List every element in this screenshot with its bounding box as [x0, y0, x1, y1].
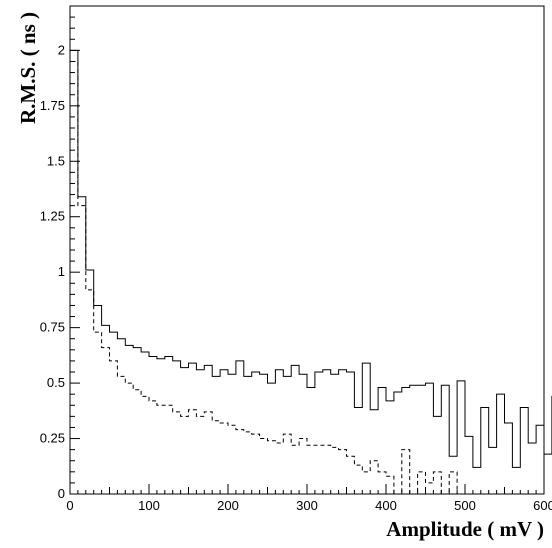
- dashed-bin: [165, 405, 173, 494]
- dashed-bin: [133, 390, 141, 494]
- dashed-bin: [220, 423, 228, 494]
- dashed-bin: [117, 376, 125, 494]
- solid-bin: [505, 423, 513, 494]
- solid-bin: [473, 467, 481, 494]
- dashed-bin: [86, 290, 94, 494]
- dashed-bin: [433, 472, 441, 494]
- dashed-bin: [173, 412, 181, 494]
- dashed-bin: [110, 361, 118, 494]
- dashed-bin: [102, 348, 110, 494]
- dashed-bin: [228, 425, 236, 494]
- dashed-bin: [149, 401, 157, 494]
- dashed-bin: [418, 472, 426, 494]
- y-tick-label: 2: [58, 42, 65, 57]
- dashed-bin: [339, 450, 347, 494]
- solid-bin: [536, 425, 544, 494]
- x-tick-label: 600: [533, 498, 552, 513]
- dashed-bin: [402, 450, 410, 494]
- solid-bin: [528, 443, 536, 494]
- y-axis-label: R.M.S. ( ns ): [16, 12, 40, 124]
- x-tick-label: 400: [375, 498, 397, 513]
- solid-bin: [497, 394, 505, 494]
- dashed-bin: [378, 472, 386, 494]
- dashed-bin: [244, 432, 252, 494]
- dashed-bin: [260, 439, 268, 494]
- dashed-bin: [204, 412, 212, 494]
- dashed-bin: [125, 383, 133, 494]
- x-tick-label: 300: [296, 498, 318, 513]
- dashed-bin: [94, 332, 102, 494]
- y-tick-label: 0.75: [40, 320, 65, 335]
- dashed-bin: [331, 447, 339, 494]
- y-tick-label: 1.25: [40, 209, 65, 224]
- y-tick-label: 0.5: [47, 375, 65, 390]
- dashed-bin: [70, 61, 78, 494]
- series-dashed-histogram: [69, 60, 544, 495]
- solid-bin: [465, 436, 473, 494]
- dashed-bin: [275, 443, 283, 494]
- solid-bin: [441, 385, 449, 494]
- y-tick-label: 1: [58, 264, 65, 279]
- dashed-bin: [196, 416, 204, 494]
- dashed-bin: [449, 472, 457, 494]
- dashed-bin: [78, 206, 86, 494]
- dashed-bin: [307, 445, 315, 494]
- x-axis-ticks: 0 100 200 300 400 500 600: [66, 484, 552, 513]
- y-tick-label: 0.25: [40, 431, 65, 446]
- series-layer: [69, 49, 552, 495]
- solid-bin: [520, 407, 528, 494]
- solid-bin: [481, 407, 489, 494]
- dashed-bin: [299, 439, 307, 494]
- dashed-bin: [347, 456, 355, 494]
- y-tick-label: 1.5: [47, 153, 65, 168]
- solid-bin: [489, 447, 497, 494]
- dashed-bin: [189, 410, 197, 494]
- x-axis-label: Amplitude ( mV ): [386, 517, 544, 541]
- y-axis-ticks: 0 0.25 0.5 0.75 1 1.25 1.5 1.75 2: [40, 5, 80, 501]
- solid-bin: [512, 467, 520, 494]
- solid-bin: [457, 381, 465, 494]
- dashed-bin: [323, 445, 331, 494]
- solid-bin: [426, 383, 434, 494]
- y-tick-label: 1.75: [40, 98, 65, 113]
- solid-bin: [544, 454, 552, 494]
- dashed-bin: [315, 445, 323, 494]
- dashed-bin: [252, 434, 260, 494]
- dashed-bin: [283, 434, 291, 494]
- dashed-bin: [141, 396, 149, 494]
- solid-bin: [410, 385, 418, 494]
- x-tick-label: 100: [138, 498, 160, 513]
- dashed-bin: [236, 430, 244, 494]
- dashed-bin: [291, 445, 299, 494]
- dashed-bin: [181, 416, 189, 494]
- dashed-bin: [370, 461, 378, 494]
- dashed-bin: [354, 465, 362, 494]
- dashed-bin: [426, 483, 434, 494]
- x-tick-label: 0: [66, 498, 73, 513]
- series-solid-histogram: [69, 49, 552, 494]
- solid-bin: [394, 392, 402, 494]
- dashed-bin: [386, 476, 394, 494]
- y-tick-label: 0: [58, 486, 65, 501]
- dashed-bin: [362, 472, 370, 494]
- x-tick-label: 500: [454, 498, 476, 513]
- dashed-bin: [212, 421, 220, 494]
- dashed-bin: [157, 405, 165, 494]
- dashed-bin: [268, 441, 276, 494]
- x-tick-label: 200: [217, 498, 239, 513]
